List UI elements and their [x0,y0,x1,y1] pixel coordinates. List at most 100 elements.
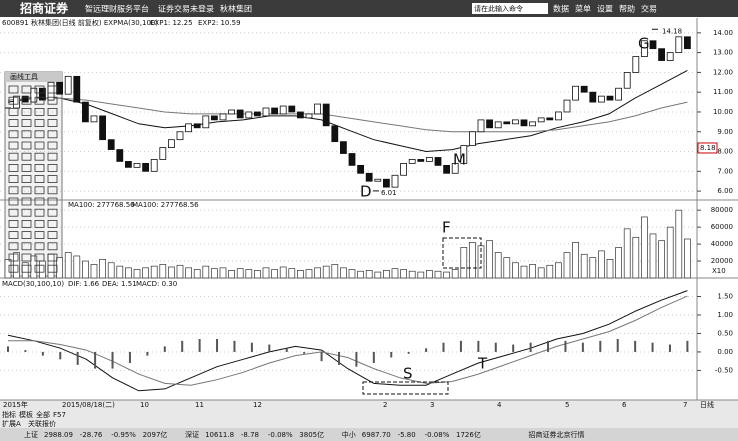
candle [314,103,322,115]
menu-item[interactable]: 交易 [641,4,657,14]
tool-button[interactable] [21,219,32,228]
volume-bar [228,270,235,279]
tool-button[interactable] [21,130,32,139]
tool-button[interactable] [8,242,19,251]
tool-button[interactable] [8,130,19,139]
tool-button[interactable] [34,175,45,184]
menu-item[interactable]: 菜单 [575,4,591,14]
tool-button[interactable] [47,85,58,94]
tool-button[interactable] [8,163,19,172]
tab[interactable]: F57 [53,411,66,419]
tool-button[interactable] [47,264,58,273]
tool-button[interactable] [8,264,19,273]
tool-button[interactable] [47,186,58,195]
title-item[interactable]: 秋林集团 [220,4,252,14]
volume-bar [245,269,253,279]
tool-button[interactable] [47,108,58,116]
menu-item[interactable]: 数据 [553,4,569,14]
tool-button[interactable] [34,152,45,161]
tool-button[interactable] [21,108,32,116]
tool-button[interactable] [21,163,32,172]
tool-button[interactable] [34,253,45,262]
period-label[interactable]: 日线 [700,400,714,409]
tool-button[interactable] [8,186,19,195]
tool-button[interactable] [21,253,32,262]
scale-label: X10 [712,267,726,275]
tool-button[interactable] [8,141,19,150]
tool-button[interactable] [47,130,58,139]
tool-button[interactable] [21,242,32,251]
tool-button[interactable] [8,197,19,206]
tool-button[interactable] [8,152,19,161]
tool-button[interactable] [8,119,19,127]
sub-tab[interactable]: 扩展A [2,419,21,428]
candle [64,75,72,95]
tool-button[interactable] [47,96,58,105]
tool-button[interactable] [34,219,45,228]
menu-item[interactable]: 帮助 [619,4,635,14]
tool-button[interactable] [21,197,32,206]
tool-button[interactable] [8,208,19,217]
tool-button[interactable] [21,264,32,273]
tab[interactable]: 全部 [36,410,50,419]
tool-button[interactable] [47,242,58,251]
tool-button[interactable] [8,231,19,240]
y-tick-label: 14.00 [713,29,733,37]
tool-button[interactable] [8,175,19,184]
tool-button[interactable] [8,96,19,105]
tool-button[interactable] [47,208,58,217]
candle [529,121,536,127]
tool-button[interactable] [8,108,19,116]
title-item[interactable]: 智远理财服务平台 [85,4,149,14]
tool-button[interactable] [21,208,32,217]
tool-button[interactable] [47,253,58,262]
tab[interactable]: 模板 [19,410,33,419]
tool-button[interactable] [34,163,45,172]
tool-button[interactable] [34,96,45,105]
tool-button[interactable] [34,197,45,206]
command-input[interactable] [472,3,548,14]
tool-button[interactable] [47,141,58,150]
volume-bar [236,268,244,279]
tool-button[interactable] [34,141,45,150]
menu-item[interactable]: 设置 [597,4,613,14]
tool-button[interactable] [47,231,58,240]
volume-bar [133,269,141,279]
tool-button[interactable] [21,186,32,195]
tab[interactable]: 指标 [2,410,16,419]
tool-button[interactable] [34,85,45,94]
tool-button[interactable] [47,219,58,228]
tool-button[interactable] [34,186,45,195]
tool-button[interactable] [47,152,58,161]
volume-bar [348,269,356,279]
tool-button[interactable] [21,152,32,161]
volume-bar [64,252,72,279]
tool-button[interactable] [34,130,45,139]
command-placeholder[interactable]: 请在此输入命令 [474,4,523,13]
tool-button[interactable] [21,119,32,127]
title-item[interactable]: 证券交易未登录 [158,4,214,14]
tool-button[interactable] [47,197,58,206]
tool-button[interactable] [47,119,58,127]
tool-button[interactable] [8,253,19,262]
tool-button[interactable] [8,219,19,228]
tool-button[interactable] [34,264,45,273]
tool-button[interactable] [47,163,58,172]
candle [468,131,476,146]
candle [90,115,98,123]
candle [236,109,244,119]
tool-button[interactable] [47,175,58,184]
tool-button[interactable] [34,242,45,251]
tool-button[interactable] [21,141,32,150]
tool-button[interactable] [34,108,45,116]
tool-button[interactable] [21,231,32,240]
tool-button[interactable] [21,175,32,184]
tool-button[interactable] [8,85,19,94]
tool-button[interactable] [34,208,45,217]
candle [572,85,579,101]
tool-button[interactable] [34,231,45,240]
tool-button[interactable] [21,96,32,105]
tool-button[interactable] [21,85,32,94]
tool-button[interactable] [34,119,45,127]
sub-tab[interactable]: 关联报价 [28,419,56,428]
